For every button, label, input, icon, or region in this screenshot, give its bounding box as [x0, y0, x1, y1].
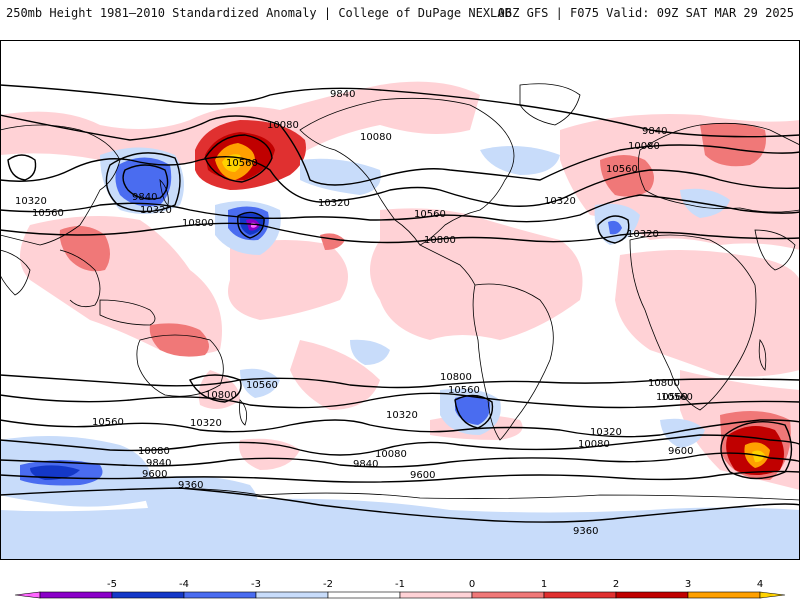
contour-label: 10560	[606, 164, 638, 175]
contour-label: 10560	[448, 385, 480, 396]
contour-label: 9840	[132, 192, 157, 203]
colorbar-swatch	[183, 591, 257, 599]
contour-label: 10080	[360, 132, 392, 143]
colorbar-swatch	[39, 591, 113, 599]
model-run-label: 06Z GFS | F075 Valid: 09Z SAT MAR 29 202…	[497, 6, 794, 20]
contour-label: 10320	[140, 205, 172, 216]
colorbar-swatch	[687, 591, 761, 599]
map-title: 250mb Height 1981–2010 Standardized Anom…	[6, 6, 512, 20]
colorbar-extend-low	[14, 591, 41, 599]
contour-label: 10800	[424, 235, 456, 246]
contour-label: 9360	[573, 526, 598, 537]
colorbar-swatch	[111, 591, 185, 599]
contour-label: 10560	[246, 380, 278, 391]
contour-label: 10080	[578, 439, 610, 450]
colorbar-swatch	[255, 591, 329, 599]
colorbar-swatch	[615, 591, 689, 599]
colorbar-tick-label: -2	[323, 579, 333, 590]
contour-label: 10320	[627, 229, 659, 240]
colorbar-tick-label: 1	[541, 579, 547, 590]
contour-labels: 9840 10080 10560 10080 10320 10560 9840 …	[15, 89, 693, 537]
colorbar-tick-label: -1	[395, 579, 405, 590]
colorbar-tick-label: -4	[179, 579, 189, 590]
colorbar-tick-label: 4	[757, 579, 763, 590]
coastlines	[0, 83, 800, 501]
colorbar-tick-label: -5	[107, 579, 117, 590]
contour-label: 10320	[190, 418, 222, 429]
contour-label: 9840	[146, 458, 171, 469]
colorbar-tick-label: -3	[251, 579, 261, 590]
colorbar-swatch	[399, 591, 473, 599]
anomaly-colorbar: -5-4-3-2-1012345	[14, 579, 786, 599]
contour-label: 10320	[386, 410, 418, 421]
contour-label: 10800	[648, 378, 680, 389]
contour-label: 10800	[440, 372, 472, 383]
contour-label: 9600	[142, 469, 167, 480]
contour-label: 10080	[628, 141, 660, 152]
contour-label: 9600	[410, 470, 435, 481]
contour-label: 10560	[656, 392, 688, 403]
colorbar-extend-high	[759, 591, 786, 599]
colorbar-tick-label: 3	[685, 579, 691, 590]
colorbar-swatch	[543, 591, 617, 599]
contour-label: 10560	[414, 209, 446, 220]
height-contours	[0, 84, 800, 523]
contour-label: 9360	[178, 480, 203, 491]
contour-label: 10560	[226, 158, 258, 169]
colorbar-tick-label: 0	[469, 579, 475, 590]
contour-label: 9840	[353, 459, 378, 470]
contour-label: 10320	[318, 198, 350, 209]
contour-label: 9600	[668, 446, 693, 457]
contour-label: 10560	[661, 392, 693, 403]
contour-label: 10080	[267, 120, 299, 131]
contour-label: 10560	[32, 208, 64, 219]
anomaly-map: 9840 10080 10560 10080 10320 10560 9840 …	[0, 40, 800, 560]
contour-label: 10080	[375, 449, 407, 460]
contour-label: 10800	[205, 390, 237, 401]
contour-label: 10320	[15, 196, 47, 207]
contour-label: 9840	[642, 126, 667, 137]
contour-label: 10800	[182, 218, 214, 229]
contour-label: 10560	[92, 417, 124, 428]
colorbar-swatch	[471, 591, 545, 599]
colorbar-tick-label: 2	[613, 579, 619, 590]
contour-label: 10080	[138, 446, 170, 457]
colorbar-swatch	[327, 591, 401, 599]
contour-label: 9840	[330, 89, 355, 100]
contour-label: 10320	[590, 427, 622, 438]
contour-label: 10320	[544, 196, 576, 207]
